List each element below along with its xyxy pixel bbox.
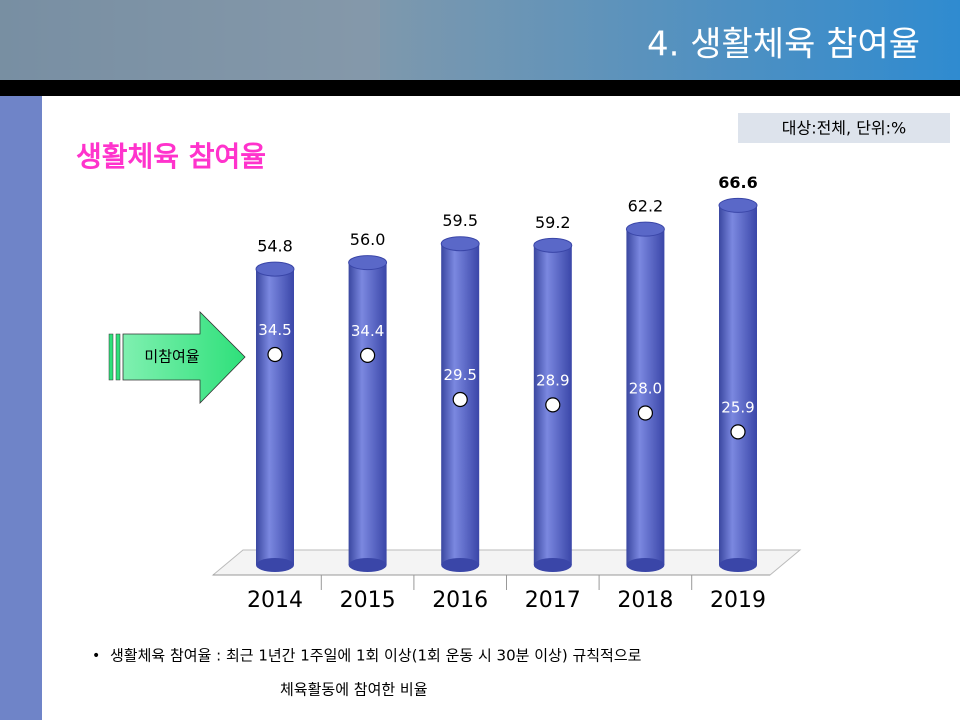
point-label: 34.4 — [351, 322, 384, 340]
cylinder-base — [719, 558, 757, 572]
footnote-line: 체육활동에 참여한 비율 — [280, 681, 428, 699]
cylinder-base — [348, 558, 387, 572]
header-rule — [0, 80, 960, 96]
value-label: 54.8 — [257, 237, 293, 256]
point — [267, 346, 283, 363]
cylinder-base — [533, 558, 572, 572]
unit-note: 대상:전체, 단위:% — [782, 119, 906, 138]
x-tick-label: 2015 — [340, 588, 396, 613]
value-label: 66.6 — [718, 173, 757, 192]
value-label: 59.5 — [442, 211, 478, 230]
point-label: 29.5 — [443, 366, 476, 384]
x-tick-label: 2014 — [247, 588, 303, 613]
cylinder-top — [625, 221, 665, 237]
photo-strip — [0, 0, 380, 80]
point-label: 28.9 — [536, 371, 569, 389]
cylinder-top — [348, 255, 388, 271]
floor — [211, 549, 802, 576]
cylinder-base — [441, 558, 480, 572]
point-label: 28.0 — [629, 380, 662, 398]
cylinder-top — [255, 261, 295, 277]
value-label: 62.2 — [628, 197, 664, 216]
x-tick-label: 2019 — [710, 588, 766, 613]
cylinder — [348, 262, 387, 565]
point — [452, 391, 468, 408]
cylinder — [626, 229, 665, 565]
point — [360, 347, 376, 363]
cylinder — [719, 205, 757, 566]
arrow — [108, 311, 246, 404]
point-label: 25.9 — [721, 398, 754, 416]
chart-title: 생활체육 참여율 — [76, 140, 266, 173]
unit-box — [738, 113, 950, 143]
x-tick-label: 2017 — [525, 588, 581, 613]
point — [637, 405, 654, 421]
cylinder-top — [718, 197, 758, 213]
point — [730, 424, 746, 440]
x-tick-label: 2016 — [432, 588, 488, 613]
point — [545, 397, 561, 413]
x-tick-label: 2018 — [617, 588, 673, 613]
cylinder-base — [626, 558, 665, 572]
bullet: • — [92, 648, 100, 664]
sidebar — [0, 96, 42, 720]
arrow-label: 미참여율 — [144, 348, 199, 366]
cylinder-top — [440, 236, 480, 252]
cylinder-base — [256, 558, 294, 572]
value-label: 56.0 — [350, 230, 386, 249]
header-title: 4. 생활체육 참여율 — [647, 25, 920, 65]
cylinder — [256, 269, 294, 565]
footnote-line: 생활체육 참여율 : 최근 1년간 1주일에 1회 이상(1회 운동 시 30분… — [110, 647, 642, 665]
cylinder-top — [533, 237, 573, 253]
point-label: 34.5 — [258, 321, 291, 339]
value-label: 59.2 — [535, 213, 571, 232]
